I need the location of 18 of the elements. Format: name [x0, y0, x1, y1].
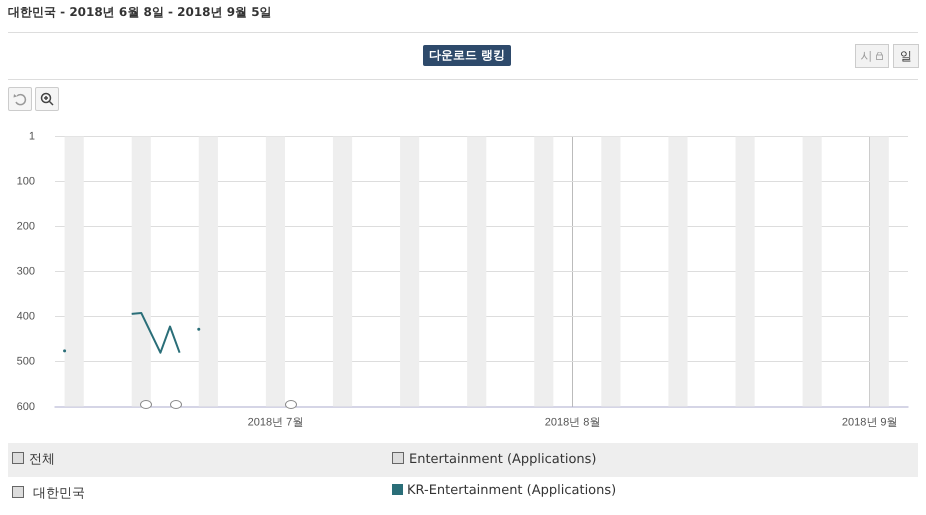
y-tick-label: 400 — [16, 310, 35, 323]
chart-subtitle: 대한민국 - 2018년 6월 8일 - 2018년 9월 5일 — [8, 4, 272, 21]
y-tick-label: 300 — [16, 266, 35, 278]
text: 일 — [893, 44, 919, 68]
text: Entertainment (Applications) — [409, 452, 596, 467]
y-tick-label: 500 — [16, 356, 35, 368]
y-tick-label: 1 — [28, 130, 35, 143]
chart-title: 다운로드 랭킹 — [423, 45, 512, 66]
y-tick-label: 600 — [16, 400, 35, 413]
text: 시 — [860, 49, 873, 63]
x-tick-label: 2018년 9월 — [842, 416, 898, 428]
x-tick-label: 2018년 7월 — [248, 416, 304, 428]
legend-label: KR-Entertainment (Applications) — [406, 483, 616, 498]
text: 전체 — [29, 452, 55, 467]
text: 대한민국 — [33, 486, 86, 501]
y-tick-label: 100 — [16, 175, 35, 188]
y-tick-label: 200 — [16, 220, 35, 232]
x-tick-label: 2018년 8월 — [544, 416, 600, 428]
